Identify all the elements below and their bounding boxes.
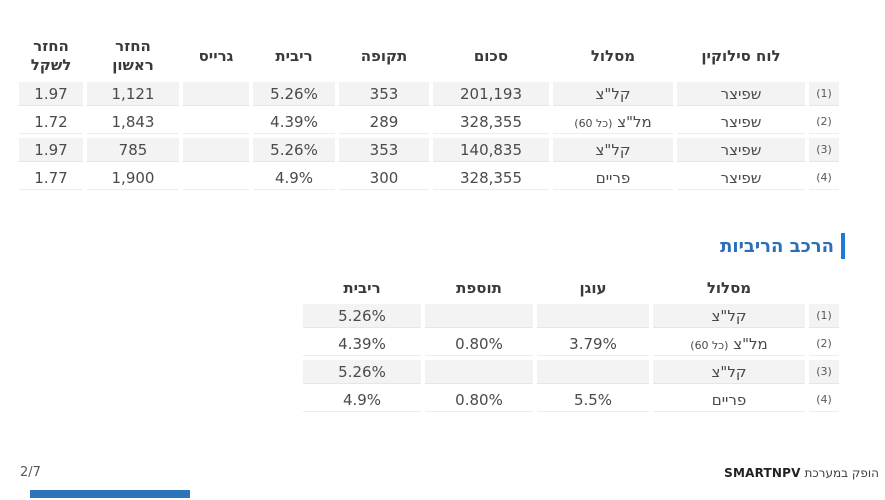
cell-track: מל"צ (כל 60) [653,332,805,356]
header-anchor: עוגן [579,278,607,297]
cell-track: קל"צ [553,138,673,162]
interest-composition-table: מסלול עוגן תוספת ריבית (1) קל"צ 5.26% (2… [299,272,843,416]
cell-grace [183,138,249,162]
table-row: (1) שפיצר קל"צ 201,193 353 5.26% 1,121 1… [19,82,839,106]
header-grace: גרייס [198,46,234,65]
cell-grace [183,166,249,190]
cell-anchor [537,304,649,328]
cell-amount: 201,193 [433,82,549,106]
cell-first-payment: 785 [87,138,179,162]
table-row: (2) מל"צ (כל 60) 3.79% 0.80% 4.39% [303,332,839,356]
cell-rate: 5.26% [253,138,335,162]
cell-first-payment: 1,900 [87,166,179,190]
page-number: 2/7 [20,465,41,480]
row-number: (1) [809,304,839,328]
cell-rate: 4.9% [303,388,421,412]
cell-rate: 5.26% [303,360,421,384]
cell-track: מל"צ (כל 60) [553,110,673,134]
cell-addition: 0.80% [425,332,533,356]
cell-period: 300 [339,166,429,190]
cell-board: שפיצר [677,166,805,190]
cell-anchor [537,360,649,384]
title-accent-bar [841,233,845,259]
section-title: הרכב הריביות [720,233,845,259]
row-number: (2) [809,110,839,134]
row-number-header [809,34,839,78]
header-period: תקופה [360,46,408,65]
cell-amount: 140,835 [433,138,549,162]
header-track: מסלול [590,46,636,65]
table-row: (4) שפיצר פריים 328,355 300 4.9% 1,900 1… [19,166,839,190]
produced-by-text: הופק במערכת [804,466,879,480]
row-number: (4) [809,388,839,412]
amortization-table: לוח סילוקין מסלול סכום תקופה ריבית גרייס… [15,30,843,194]
cell-track: קל"צ [653,360,805,384]
cell-rate: 5.26% [253,82,335,106]
row-number-header [809,276,839,300]
header-first-payment: החזר ראשון [112,37,154,74]
cell-grace [183,110,249,134]
table-row: (2) שפיצר מל"צ (כל 60) 328,355 289 4.39%… [19,110,839,134]
cell-amount: 328,355 [433,110,549,134]
amortization-header-row: לוח סילוקין מסלול סכום תקופה ריבית גרייס… [19,34,839,78]
header-rate: ריבית [343,278,381,297]
header-amount: סכום [473,46,509,65]
cell-rate: 4.39% [303,332,421,356]
cell-first-payment: 1,121 [87,82,179,106]
cell-board: שפיצר [677,110,805,134]
cell-anchor: 5.5% [537,388,649,412]
table-row: (3) שפיצר קל"צ 140,835 353 5.26% 785 1.9… [19,138,839,162]
cell-board: שפיצר [677,138,805,162]
header-rate: ריבית [275,46,313,65]
cell-addition: 0.80% [425,388,533,412]
cell-board: שפיצר [677,82,805,106]
cell-anchor: 3.79% [537,332,649,356]
cell-grace [183,82,249,106]
cell-addition [425,360,533,384]
cell-per-shekel: 1.97 [19,138,83,162]
header-track: מסלול [706,278,752,297]
cell-rate: 4.39% [253,110,335,134]
row-number: (1) [809,82,839,106]
cell-period: 353 [339,82,429,106]
cell-addition [425,304,533,328]
header-addition: תוספת [456,278,502,297]
header-per-shekel: החזר לשקל [30,37,72,74]
cell-track: פריים [653,388,805,412]
cell-period: 353 [339,138,429,162]
cell-amount: 328,355 [433,166,549,190]
header-board: לוח סילוקין [701,46,781,65]
cell-rate: 5.26% [303,304,421,328]
cell-per-shekel: 1.97 [19,82,83,106]
cell-per-shekel: 1.77 [19,166,83,190]
table-row: (4) פריים 5.5% 0.80% 4.9% [303,388,839,412]
cell-period: 289 [339,110,429,134]
cell-first-payment: 1,843 [87,110,179,134]
cell-track: קל"צ [653,304,805,328]
section-title-text: הרכב הריביות [720,235,834,257]
rates-header-row: מסלול עוגן תוספת ריבית [303,276,839,300]
table-row: (3) קל"צ 5.26% [303,360,839,384]
footer-accent-bar [30,490,190,498]
cell-track: קל"צ [553,82,673,106]
row-number: (4) [809,166,839,190]
cell-per-shekel: 1.72 [19,110,83,134]
table-row: (1) קל"צ 5.26% [303,304,839,328]
system-name: SMARTNPV [724,466,801,480]
produced-by-line: הופק במערכת SMARTNPV [724,466,879,480]
cell-rate: 4.9% [253,166,335,190]
row-number: (3) [809,360,839,384]
row-number: (3) [809,138,839,162]
cell-track: פריים [553,166,673,190]
row-number: (2) [809,332,839,356]
